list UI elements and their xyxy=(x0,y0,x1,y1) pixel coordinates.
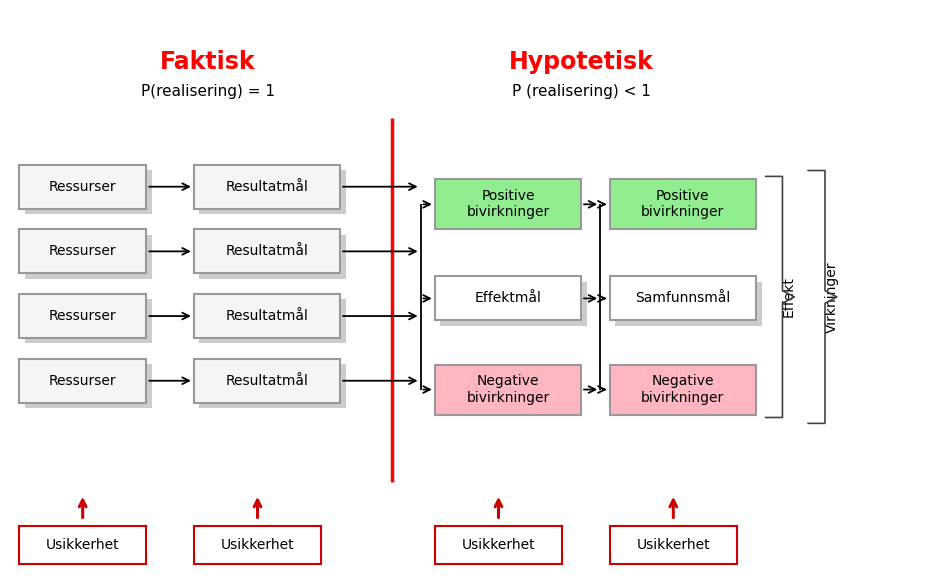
FancyBboxPatch shape xyxy=(194,165,340,209)
FancyBboxPatch shape xyxy=(609,526,736,564)
FancyBboxPatch shape xyxy=(199,364,346,408)
FancyBboxPatch shape xyxy=(609,365,755,415)
Text: Usikkerhet: Usikkerhet xyxy=(462,539,534,552)
Text: P(realisering) = 1: P(realisering) = 1 xyxy=(141,83,275,99)
Text: Positive
bivirkninger: Positive bivirkninger xyxy=(640,189,724,219)
Text: Virkninger: Virkninger xyxy=(824,261,837,333)
FancyBboxPatch shape xyxy=(19,526,146,564)
Text: P (realisering) < 1: P (realisering) < 1 xyxy=(512,83,649,99)
FancyBboxPatch shape xyxy=(194,229,340,273)
FancyBboxPatch shape xyxy=(19,165,146,209)
Text: Usikkerhet: Usikkerhet xyxy=(46,539,119,552)
Text: Ressurser: Ressurser xyxy=(49,180,116,193)
FancyBboxPatch shape xyxy=(434,365,581,415)
Text: Effekt: Effekt xyxy=(782,276,795,318)
FancyBboxPatch shape xyxy=(434,526,562,564)
Text: Negative
bivirkninger: Negative bivirkninger xyxy=(465,375,549,405)
Text: Resultatmål: Resultatmål xyxy=(226,309,308,323)
FancyBboxPatch shape xyxy=(25,170,152,214)
Text: Resultatmål: Resultatmål xyxy=(226,245,308,258)
Text: Hypotetisk: Hypotetisk xyxy=(508,50,653,74)
Text: Ressurser: Ressurser xyxy=(49,309,116,323)
Text: Resultatmål: Resultatmål xyxy=(226,180,308,193)
Text: Ressurser: Ressurser xyxy=(49,374,116,387)
FancyBboxPatch shape xyxy=(440,282,586,326)
FancyBboxPatch shape xyxy=(19,229,146,273)
FancyBboxPatch shape xyxy=(609,179,755,229)
FancyBboxPatch shape xyxy=(609,276,755,320)
FancyBboxPatch shape xyxy=(19,294,146,338)
Text: Usikkerhet: Usikkerhet xyxy=(636,539,709,552)
Text: Resultatmål: Resultatmål xyxy=(226,374,308,387)
FancyBboxPatch shape xyxy=(25,364,152,408)
FancyBboxPatch shape xyxy=(194,294,340,338)
FancyBboxPatch shape xyxy=(434,276,581,320)
FancyBboxPatch shape xyxy=(615,282,761,326)
Text: Faktisk: Faktisk xyxy=(160,50,256,74)
FancyBboxPatch shape xyxy=(19,359,146,403)
Text: Negative
bivirkninger: Negative bivirkninger xyxy=(640,375,724,405)
FancyBboxPatch shape xyxy=(25,235,152,279)
Text: Usikkerhet: Usikkerhet xyxy=(221,539,294,552)
Text: Samfunnsmål: Samfunnsmål xyxy=(634,292,730,305)
FancyBboxPatch shape xyxy=(434,179,581,229)
Text: Ressurser: Ressurser xyxy=(49,245,116,258)
FancyBboxPatch shape xyxy=(25,299,152,343)
FancyBboxPatch shape xyxy=(199,299,346,343)
FancyBboxPatch shape xyxy=(194,359,340,403)
FancyBboxPatch shape xyxy=(199,170,346,214)
Text: Positive
bivirkninger: Positive bivirkninger xyxy=(465,189,549,219)
Text: Effektmål: Effektmål xyxy=(474,292,541,305)
FancyBboxPatch shape xyxy=(199,235,346,279)
FancyBboxPatch shape xyxy=(194,526,321,564)
